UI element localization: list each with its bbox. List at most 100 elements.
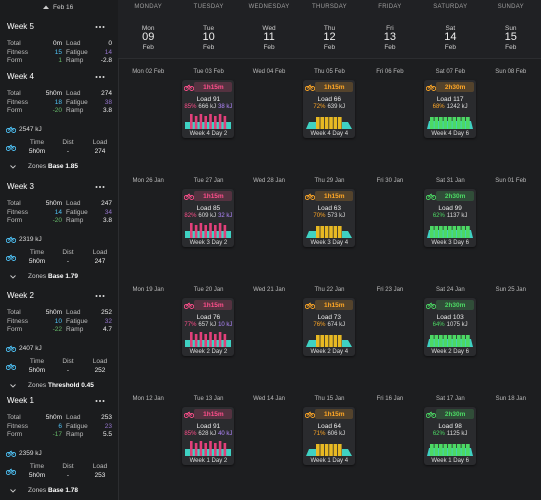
workout-graph bbox=[306, 226, 353, 238]
workout-card[interactable]: 1h15m Load 63 70% 573 kJ Week 3 Day 4 bbox=[303, 189, 356, 247]
workout-card[interactable]: 1h15m Load 64 71% 606 kJ Week 1 Day 4 bbox=[303, 407, 356, 465]
date-label: Sun 25 Jan bbox=[495, 287, 526, 293]
work-line: 70% 573 kJ bbox=[303, 213, 355, 219]
wheel bbox=[305, 413, 311, 418]
zones-value: Threshold 0.45 bbox=[48, 382, 94, 389]
graph-block bbox=[325, 226, 329, 238]
wheel bbox=[189, 413, 195, 418]
workout-card[interactable]: 2h30m Load 103 64% 1075 kJ Week 2 Day 6 bbox=[424, 298, 477, 356]
day-number: 11 bbox=[263, 31, 275, 43]
day-month: Feb bbox=[384, 44, 396, 51]
duration: 2h30m bbox=[444, 410, 466, 418]
stat-label: Ramp bbox=[66, 431, 84, 438]
date-label: Sun 01 Feb bbox=[495, 178, 527, 184]
graph-interval bbox=[204, 225, 208, 238]
summary-header: Load bbox=[92, 358, 108, 365]
intensity: 82% bbox=[184, 213, 197, 219]
day-number: 13 bbox=[383, 31, 397, 43]
graph-interval bbox=[195, 225, 198, 238]
intensity: 70% bbox=[313, 213, 326, 219]
duration: 2h30m bbox=[444, 301, 466, 309]
workout-card[interactable]: 1h15m Load 66 72% 639 kJ Week 4 Day 4 bbox=[303, 80, 356, 138]
stat-value: 32 bbox=[104, 317, 112, 325]
stat-value: 5.5 bbox=[102, 431, 112, 438]
bike-icon bbox=[184, 302, 195, 309]
workout-card[interactable]: 1h15m Load 76 77% 657 kJ 10 kJ Week 2 Day 2 bbox=[182, 298, 235, 356]
wheel bbox=[305, 304, 311, 309]
graph-steady bbox=[452, 226, 457, 238]
duration: 1h15m bbox=[203, 410, 224, 418]
summary-value: 5h0m bbox=[28, 472, 46, 479]
stat-value: 10 bbox=[54, 317, 62, 325]
stat-value: 5h0m bbox=[45, 309, 62, 316]
date-label: Sat 31 Jan bbox=[436, 178, 465, 184]
workout-card[interactable]: 1h15m Load 73 76% 674 kJ Week 2 Day 4 bbox=[303, 298, 356, 356]
duration: 1h15m bbox=[323, 301, 345, 309]
work-line: 82% 609 kJ 32 kJ bbox=[182, 213, 234, 219]
duration: 1h15m bbox=[323, 410, 345, 418]
graph-block bbox=[333, 444, 338, 456]
graph-steady bbox=[439, 117, 443, 129]
graph-steady bbox=[461, 444, 466, 456]
stat-label: Form bbox=[7, 326, 23, 333]
work-total: 2319 kJ bbox=[19, 236, 42, 243]
work: 674 kJ bbox=[327, 322, 346, 328]
duration: 1h15m bbox=[203, 192, 224, 200]
stat-value: 1 bbox=[58, 57, 62, 64]
graph-block bbox=[338, 335, 342, 347]
workout-card[interactable]: 1h15m Load 91 85% 666 kJ 38 kJ Week 4 Day 2 bbox=[182, 80, 235, 138]
frame bbox=[307, 193, 314, 198]
date-label: Tue 20 Jan bbox=[193, 287, 224, 293]
workout-card[interactable]: 2h30m Load 98 62% 1125 kJ Week 1 Day 6 bbox=[424, 407, 477, 465]
work: 573 kJ bbox=[327, 213, 346, 219]
day-month: Feb bbox=[323, 44, 336, 51]
zones-value: Base 1.79 bbox=[48, 273, 78, 280]
graph-steady bbox=[461, 226, 466, 238]
stat-label: Total bbox=[7, 90, 21, 97]
wheel bbox=[189, 195, 195, 200]
extra: 40 kJ bbox=[218, 431, 233, 437]
frame bbox=[186, 84, 193, 89]
stat-value: 14 bbox=[104, 48, 112, 56]
date-label: Wed 28 Jan bbox=[253, 178, 286, 184]
summary-header: Time bbox=[29, 249, 45, 256]
stat-label: Form bbox=[7, 57, 23, 64]
load: Load 103 bbox=[436, 314, 464, 321]
date-label: Sat 07 Feb bbox=[435, 69, 466, 75]
graph-steady bbox=[466, 117, 470, 129]
day-dow: Wed bbox=[262, 25, 276, 32]
graph-interval bbox=[214, 443, 218, 456]
bike-icon bbox=[305, 84, 316, 91]
frame bbox=[186, 411, 193, 416]
dot bbox=[95, 26, 98, 28]
wheel bbox=[431, 86, 437, 91]
graph-interval bbox=[209, 223, 213, 238]
date-label: Tue 27 Jan bbox=[193, 178, 224, 184]
work-line: 76% 674 kJ bbox=[303, 322, 355, 328]
graph-interval bbox=[219, 114, 222, 129]
work-line: 62% 1137 kJ bbox=[424, 213, 476, 219]
workout-card[interactable]: 1h15m Load 85 82% 609 kJ 32 kJ Week 3 Day 2 bbox=[182, 189, 235, 247]
day-month: Feb bbox=[203, 44, 215, 51]
workout-card[interactable]: 1h15m Load 91 85% 628 kJ 40 kJ Week 1 Day 2 bbox=[182, 407, 235, 465]
graph-block bbox=[338, 117, 342, 129]
frame bbox=[307, 411, 314, 416]
load: Load 66 bbox=[317, 96, 342, 103]
graph-block bbox=[329, 117, 334, 129]
bike-icon bbox=[6, 468, 16, 475]
graph-steady bbox=[439, 444, 443, 456]
wheel bbox=[11, 146, 16, 151]
collapse-arrow bbox=[43, 5, 49, 9]
work: 1242 kJ bbox=[446, 104, 468, 110]
workout-card[interactable]: 2h30m Load 117 68% 1242 kJ Week 4 Day 6 bbox=[424, 80, 477, 138]
dot bbox=[102, 26, 105, 28]
workout-graph bbox=[427, 335, 474, 347]
graph-ramp bbox=[306, 122, 353, 129]
workout-card[interactable]: 2h30m Load 99 62% 1137 kJ Week 3 Day 6 bbox=[424, 189, 477, 247]
stat-value: 6 bbox=[58, 422, 62, 430]
chevron bbox=[10, 275, 16, 279]
frame bbox=[7, 345, 15, 350]
menu-dots bbox=[95, 26, 105, 28]
day-dow: Tue bbox=[203, 25, 215, 32]
day-name: THURSDAY bbox=[312, 4, 347, 10]
